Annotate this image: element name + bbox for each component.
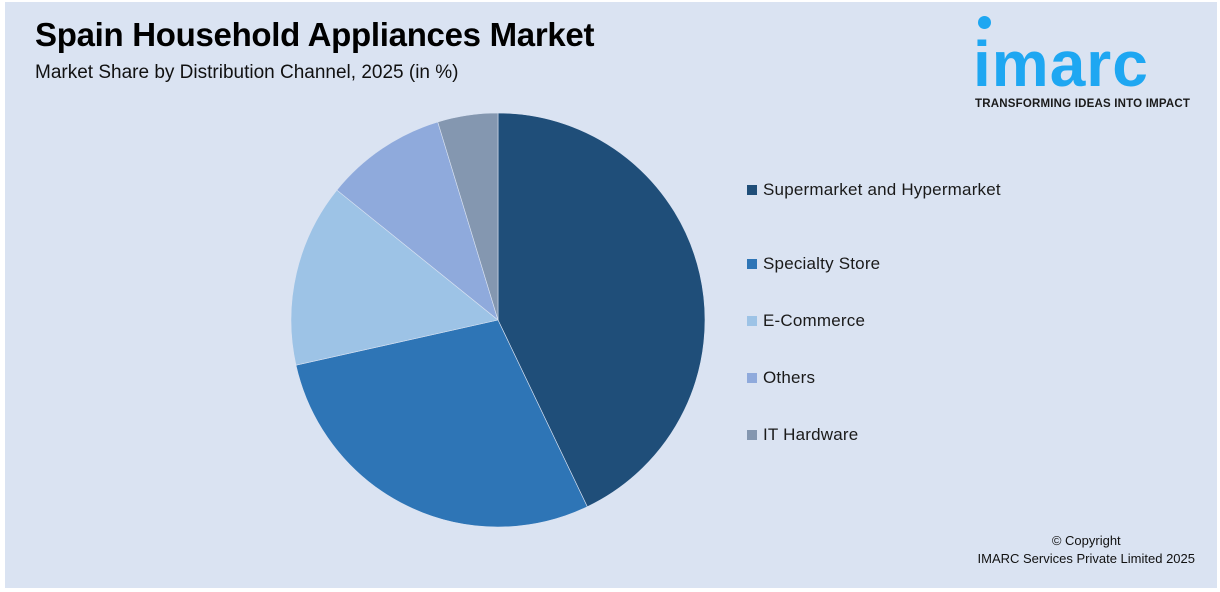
legend-swatch-icon xyxy=(747,372,757,383)
legend-item: E-Commerce xyxy=(747,292,1001,349)
legend-label: IT Hardware xyxy=(763,424,859,444)
chart-subtitle: Market Share by Distribution Channel, 20… xyxy=(35,62,459,83)
legend-label: Others xyxy=(763,367,816,387)
pie-slice-specialty-store xyxy=(295,319,588,528)
copyright-line-2: IMARC Services Private Limited 2025 xyxy=(977,551,1195,566)
chart-title: Spain Household Appliances Market xyxy=(35,16,595,53)
legend-label: Supermarket and Hypermarket xyxy=(763,180,1001,199)
legend-swatch-icon xyxy=(747,185,757,195)
pie-slice-it-hardware xyxy=(437,112,499,321)
copyright-line-1: © Copyright xyxy=(1051,533,1121,548)
pie-slice-supermarket-and-hypermarket xyxy=(497,112,706,508)
logo-tagline: TRANSFORMING IDEAS INTO IMPACT xyxy=(975,98,1191,110)
legend-swatch-icon xyxy=(747,258,757,269)
legend-label: E-Commerce xyxy=(763,310,866,330)
legend-swatch-icon xyxy=(747,429,757,440)
logo-wordmark: imarc xyxy=(973,28,1149,100)
chart-legend: Supermarket and Hypermarket Specialty St… xyxy=(747,178,1001,463)
pie-chart xyxy=(290,112,706,528)
copyright-notice: © Copyright IMARC Services Private Limit… xyxy=(978,532,1195,568)
legend-label: Specialty Store xyxy=(763,253,881,273)
pie-slice-e-commerce xyxy=(290,189,499,366)
imarc-logo: imarc TRANSFORMING IDEAS INTO IMPACT xyxy=(973,14,1213,114)
chart-panel: Spain Household Appliances Market Market… xyxy=(5,2,1217,588)
legend-item: Supermarket and Hypermarket xyxy=(747,178,1001,202)
legend-item: Others xyxy=(747,349,1001,406)
legend-swatch-icon xyxy=(747,315,757,326)
legend-item: Specialty Store xyxy=(747,235,1001,292)
legend-item: IT Hardware xyxy=(747,406,1001,463)
logo-dot-icon xyxy=(978,16,991,29)
pie-slice-others xyxy=(336,121,499,321)
